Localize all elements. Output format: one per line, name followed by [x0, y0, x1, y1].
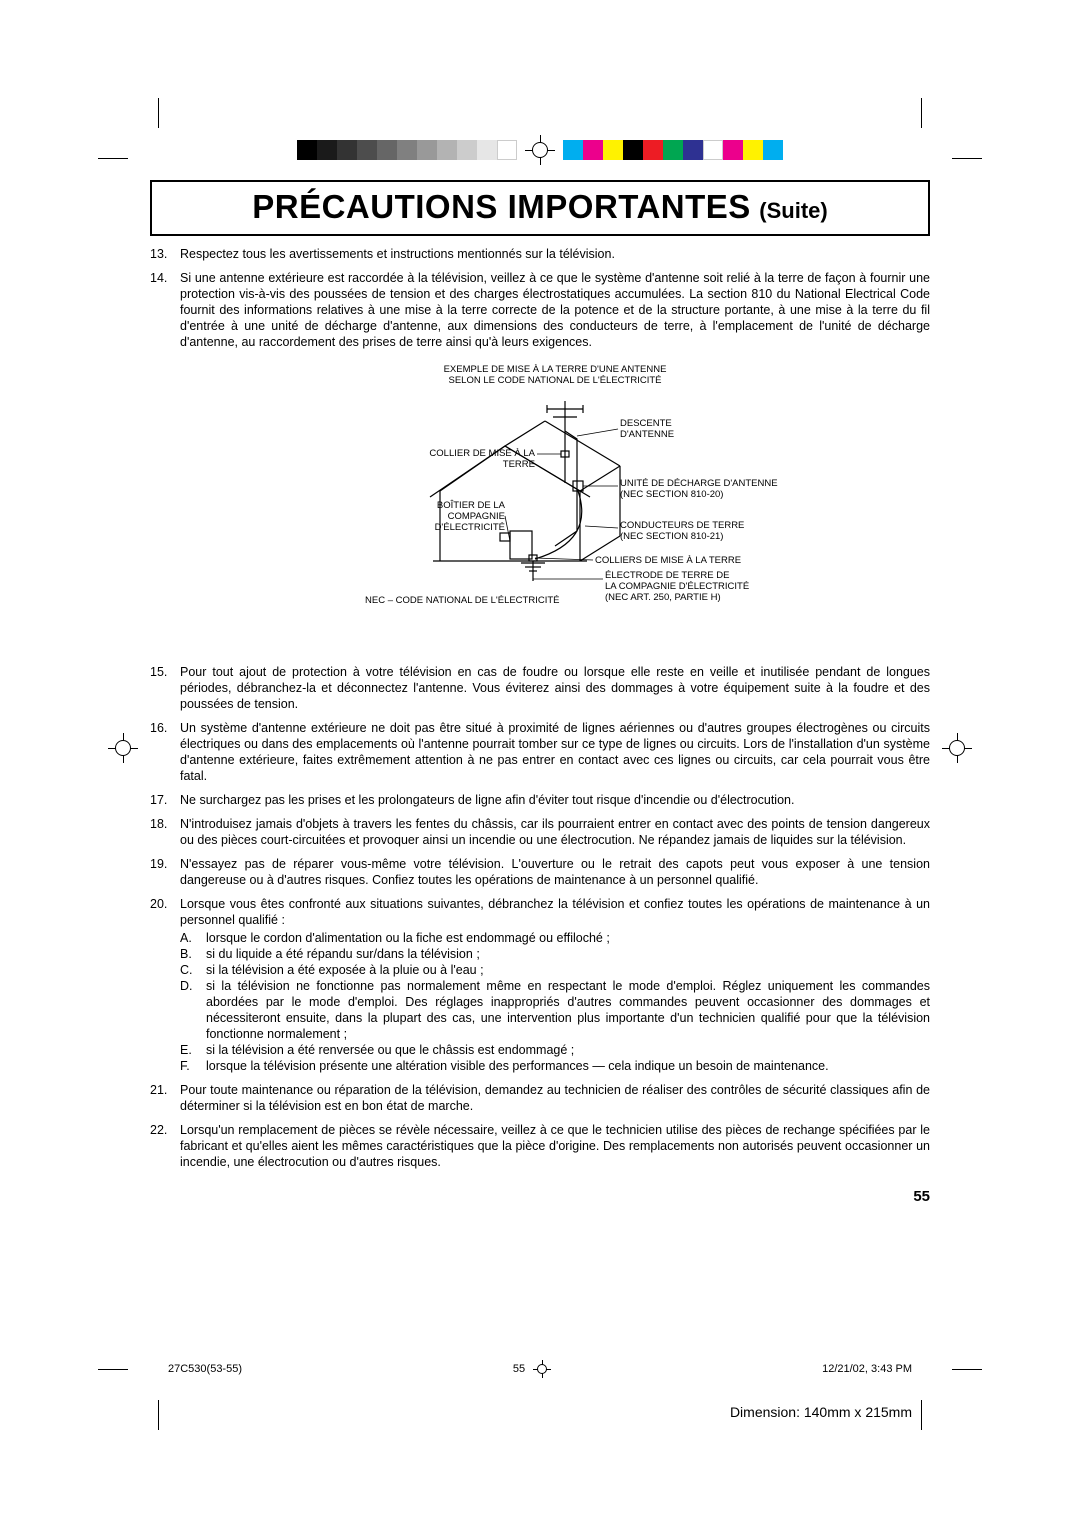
- sub-list-item: E.si la télévision a été renversée ou qu…: [180, 1042, 930, 1058]
- item-number: 13.: [150, 246, 180, 262]
- page-title-suite: (Suite): [759, 198, 827, 223]
- item-text: Pour tout ajout de protection à votre té…: [180, 664, 930, 712]
- list-item: 14.Si une antenne extérieure est raccord…: [150, 270, 930, 350]
- reg-mark-bottom-icon: [533, 1360, 551, 1378]
- sub-item-text: lorsque la télévision présente une altér…: [206, 1058, 930, 1074]
- list-item: 13.Respectez tous les avertissements et …: [150, 246, 930, 262]
- page-content: PRÉCAUTIONS IMPORTANTES (Suite) 13.Respe…: [150, 180, 930, 1205]
- footer-line: 27C530(53-55) 55 12/21/02, 3:43 PM: [168, 1360, 912, 1378]
- title-box: PRÉCAUTIONS IMPORTANTES (Suite): [150, 180, 930, 236]
- item-text: N'essayez pas de réparer vous-même votre…: [180, 856, 930, 888]
- sub-list-item: B.si du liquide a été répandu sur/dans l…: [180, 946, 930, 962]
- item-number: 22.: [150, 1122, 180, 1170]
- page-title: PRÉCAUTIONS IMPORTANTES: [252, 188, 751, 225]
- list-item: 20.Lorsque vous êtes confronté aux situa…: [150, 896, 930, 1074]
- item-number: 16.: [150, 720, 180, 784]
- antenna-grounding-diagram: EXEMPLE DE MISE À LA TERRE D'UNE ANTENNE…: [180, 364, 930, 646]
- diagram-title: EXEMPLE DE MISE À LA TERRE D'UNE ANTENNE…: [325, 364, 785, 387]
- footer-doc-ref: 27C530(53-55): [168, 1363, 242, 1375]
- item-text: N'introduisez jamais d'objets à travers …: [180, 816, 930, 848]
- item-text: Lorsque vous êtes confronté aux situatio…: [180, 896, 930, 1074]
- grayscale-bar: [297, 140, 517, 160]
- list-item: 17.Ne surchargez pas les prises et les p…: [150, 792, 930, 808]
- dimension-label: Dimension: 140mm x 215mm: [730, 1404, 912, 1420]
- list-item: 21.Pour toute maintenance ou réparation …: [150, 1082, 930, 1114]
- list-item: 16.Un système d'antenne extérieure ne do…: [150, 720, 930, 784]
- list-item: 15.Pour tout ajout de protection à votre…: [150, 664, 930, 712]
- list-item: 22.Lorsqu'un remplacement de pièces se r…: [150, 1122, 930, 1170]
- sub-item-letter: C.: [180, 962, 206, 978]
- item-text: Ne surchargez pas les prises et les prol…: [180, 792, 930, 808]
- color-bar: [563, 140, 783, 160]
- sub-item-letter: A.: [180, 930, 206, 946]
- item-number: 18.: [150, 816, 180, 848]
- reg-mark-right-icon: [942, 733, 972, 763]
- sub-list-item: D.si la télévision ne fonctionne pas nor…: [180, 978, 930, 1042]
- sub-item-text: si la télévision ne fonctionne pas norma…: [206, 978, 930, 1042]
- reg-mark-left-icon: [108, 733, 138, 763]
- item-number: 21.: [150, 1082, 180, 1114]
- precautions-list: 13.Respectez tous les avertissements et …: [150, 246, 930, 1170]
- sub-item-text: si la télévision a été renversée ou que …: [206, 1042, 930, 1058]
- item-text: Si une antenne extérieure est raccordée …: [180, 270, 930, 350]
- list-item: 19.N'essayez pas de réparer vous-même vo…: [150, 856, 930, 888]
- sub-list-item: A.lorsque le cordon d'alimentation ou la…: [180, 930, 930, 946]
- reg-mark-icon: [525, 135, 555, 165]
- page-number: 55: [150, 1188, 930, 1205]
- sub-item-text: lorsque le cordon d'alimentation ou la f…: [206, 930, 930, 946]
- footer-page: 55: [513, 1363, 525, 1375]
- sub-item-letter: F.: [180, 1058, 206, 1074]
- list-item: 18.N'introduisez jamais d'objets à trave…: [150, 816, 930, 848]
- diagram-row: EXEMPLE DE MISE À LA TERRE D'UNE ANTENNE…: [150, 358, 930, 656]
- sub-list-item: C.si la télévision a été exposée à la pl…: [180, 962, 930, 978]
- item-text: Pour toute maintenance ou réparation de …: [180, 1082, 930, 1114]
- leader-lines-icon: [325, 391, 785, 646]
- sub-item-text: si du liquide a été répandu sur/dans la …: [206, 946, 930, 962]
- sub-item-letter: B.: [180, 946, 206, 962]
- crop-mark-tr-icon: [902, 128, 952, 178]
- sub-list-item: F.lorsque la télévision présente une alt…: [180, 1058, 930, 1074]
- sub-item-letter: D.: [180, 978, 206, 1042]
- item-number: 14.: [150, 270, 180, 350]
- footer-datetime: 12/21/02, 3:43 PM: [822, 1363, 912, 1375]
- item-text: Respectez tous les avertissements et ins…: [180, 246, 930, 262]
- item-text: Lorsqu'un remplacement de pièces se révè…: [180, 1122, 930, 1170]
- item-number: 19.: [150, 856, 180, 888]
- item-number: 20.: [150, 896, 180, 1074]
- sub-item-letter: E.: [180, 1042, 206, 1058]
- sub-item-text: si la télévision a été exposée à la plui…: [206, 962, 930, 978]
- item-number: 17.: [150, 792, 180, 808]
- sub-list: A.lorsque le cordon d'alimentation ou la…: [180, 930, 930, 1074]
- crop-mark-tl-icon: [128, 128, 178, 178]
- item-text: Un système d'antenne extérieure ne doit …: [180, 720, 930, 784]
- item-number: 15.: [150, 664, 180, 712]
